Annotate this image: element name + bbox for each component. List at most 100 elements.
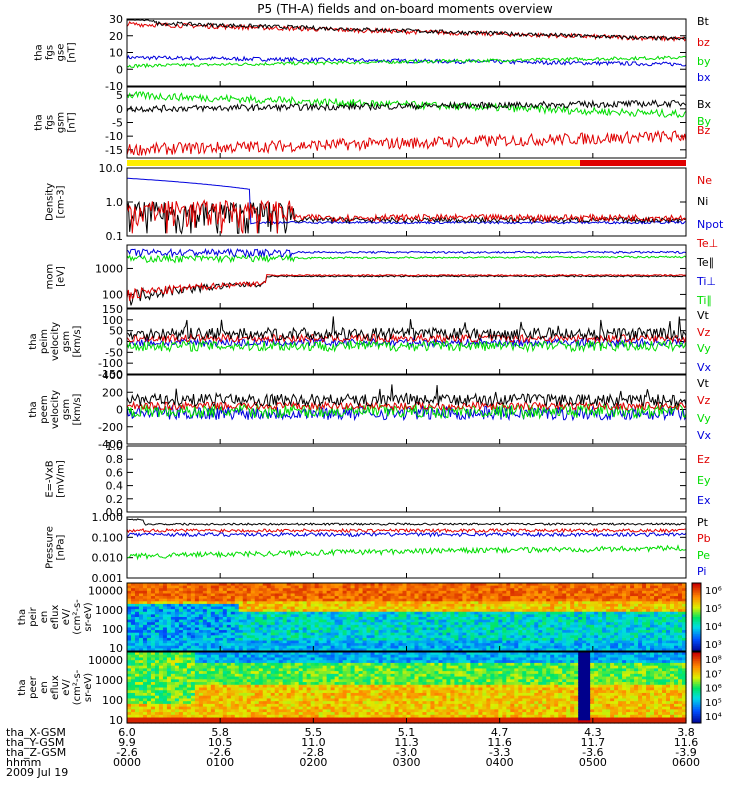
y-axis-label: gsm (61, 331, 72, 352)
y-axis-label: tha (28, 401, 39, 417)
y-axis-label: fgs (45, 45, 56, 60)
series-line-blue (126, 54, 687, 67)
panel-7: 1.00.80.60.40.20.0 E=-VxB [mV/m] Ez Ey Ex (45, 440, 711, 519)
x-tick-label: -3.9 (675, 746, 696, 759)
y-tick-label: 10000 (88, 585, 123, 598)
colorbar-label: 10⁶ (705, 684, 722, 695)
colorbar-label: 10³ (705, 640, 722, 651)
y-axis-label: gsm (61, 399, 72, 420)
y-tick-label: -15 (105, 144, 123, 157)
panel-8: 1.000 0.100 0.010 0.001 Pressure [nPa] Pt Pb Pe P… (45, 511, 711, 585)
spectrogram (127, 652, 687, 724)
series-lines (126, 518, 687, 561)
y-tick-label: -10 (105, 130, 123, 143)
colorbar: 10⁶ 10⁵ 10⁴ 10³ (691, 582, 722, 652)
y-tick-label: 20 (109, 30, 123, 43)
y-tick-label: 100 (102, 314, 123, 327)
series-line-red (126, 332, 687, 344)
colorbar-label: 10⁴ (705, 712, 722, 723)
y-axis-label: Density (45, 183, 56, 221)
series-line-black (127, 19, 687, 41)
y-tick-label: 150 (102, 303, 123, 316)
y-axis-label: peer (28, 675, 39, 699)
colorbar-label: 10⁷ (705, 669, 722, 680)
legend-entry: Bx (697, 98, 712, 111)
x-tick-label: 5.1 (398, 726, 416, 739)
series-lines (126, 177, 687, 235)
y-axis-label: peim (39, 329, 50, 354)
x-tick-label: 5.5 (305, 726, 323, 739)
y-axis-label: tha (17, 679, 28, 695)
y-axis-label: en (39, 611, 50, 624)
x-axis-row-label: tha_X-GSM (6, 726, 66, 739)
y-tick-label: -150 (98, 368, 123, 381)
y-axis-label: [cm-3] (56, 185, 67, 218)
series-line-red (126, 129, 687, 157)
y-axis-label: sr-eV) (83, 673, 94, 702)
x-tick-label: 3.8 (677, 726, 695, 739)
x-tick-label: 10.5 (208, 736, 233, 749)
legend-entry: Bz (697, 124, 711, 137)
y-axis-label: tha (17, 609, 28, 625)
y-tick-label: -5 (112, 117, 123, 130)
y-tick-label: 400 (102, 369, 123, 382)
y-tick-label: 0 (116, 404, 123, 417)
x-tick-label: 0600 (672, 756, 700, 769)
y-axis-label: (cm²-s- (72, 599, 83, 635)
date-label: 2009 Jul 19 (6, 766, 68, 779)
x-tick-label: -3.6 (582, 746, 603, 759)
x-tick-label: 6.0 (118, 726, 136, 739)
mode-bar-slow (127, 160, 580, 166)
x-tick-label: 5.8 (211, 726, 229, 739)
colorbar: 10⁸ 10⁷ 10⁶ 10⁵ 10⁴ (691, 651, 722, 724)
legend-entry: Vy (697, 342, 711, 355)
x-axis-row-label: hhmm (6, 756, 41, 769)
figure-title: P5 (TH-A) fields and on-board moments ov… (257, 2, 553, 16)
legend-entry: Ey (697, 474, 711, 487)
y-tick-label: 1000 (95, 604, 123, 617)
series-line-blue (126, 531, 687, 538)
y-tick-label: 50 (109, 325, 123, 338)
x-tick-label: -2.6 (209, 746, 230, 759)
x-tick-label: 11.7 (581, 736, 606, 749)
x-tick-label: -2.8 (303, 746, 324, 759)
legend-entry: Vy (697, 412, 711, 425)
series-lines (126, 19, 687, 69)
panel-1: 30 20 10 0 -10 tha fgs gse [nT] Bt bz by bx (34, 13, 711, 93)
x-tick-label: 11.3 (394, 736, 419, 749)
y-tick-label: 100 (102, 288, 123, 301)
colorbar-label: 10⁵ (705, 698, 722, 709)
x-tick-label: 9.9 (118, 736, 136, 749)
legend-entry: Vt (697, 377, 710, 390)
y-axis-label: velocity (50, 390, 61, 429)
y-axis-label: eV/ (61, 679, 72, 696)
series-line-blue (126, 247, 687, 259)
series-line-blue (126, 404, 687, 422)
panel-3: 10.0 1.0 0.1 Density [cm-3] Ne Ni Npot (45, 162, 724, 243)
y-tick-label: 0.0 (106, 506, 124, 519)
legend-entry: bz (697, 36, 710, 49)
series-lines (126, 384, 687, 422)
y-axis-label: tha (34, 114, 45, 130)
series-line-green (126, 544, 687, 561)
series-line-red (126, 527, 687, 534)
x-tick-label: 11.0 (301, 736, 326, 749)
y-axis-label: mom (45, 264, 56, 290)
mode-bar-fast (580, 160, 686, 166)
y-tick-label: 0.100 (92, 531, 124, 544)
y-axis-label: peem (39, 395, 50, 423)
series-line-green (126, 90, 687, 119)
y-tick-label: -10 (105, 80, 123, 93)
series-line-green (126, 338, 687, 354)
y-tick-label: -400 (98, 438, 123, 451)
series-lines (126, 247, 687, 306)
y-axis-label: eV/ (61, 608, 72, 625)
y-tick-label: -100 (98, 357, 123, 370)
y-tick-label: 0.8 (106, 453, 124, 466)
y-axis-label: tha (28, 333, 39, 349)
legend-entry: Ti∥ (696, 294, 712, 307)
colorbar-label: 10⁶ (705, 586, 722, 597)
legend-entry: Ex (697, 494, 711, 507)
